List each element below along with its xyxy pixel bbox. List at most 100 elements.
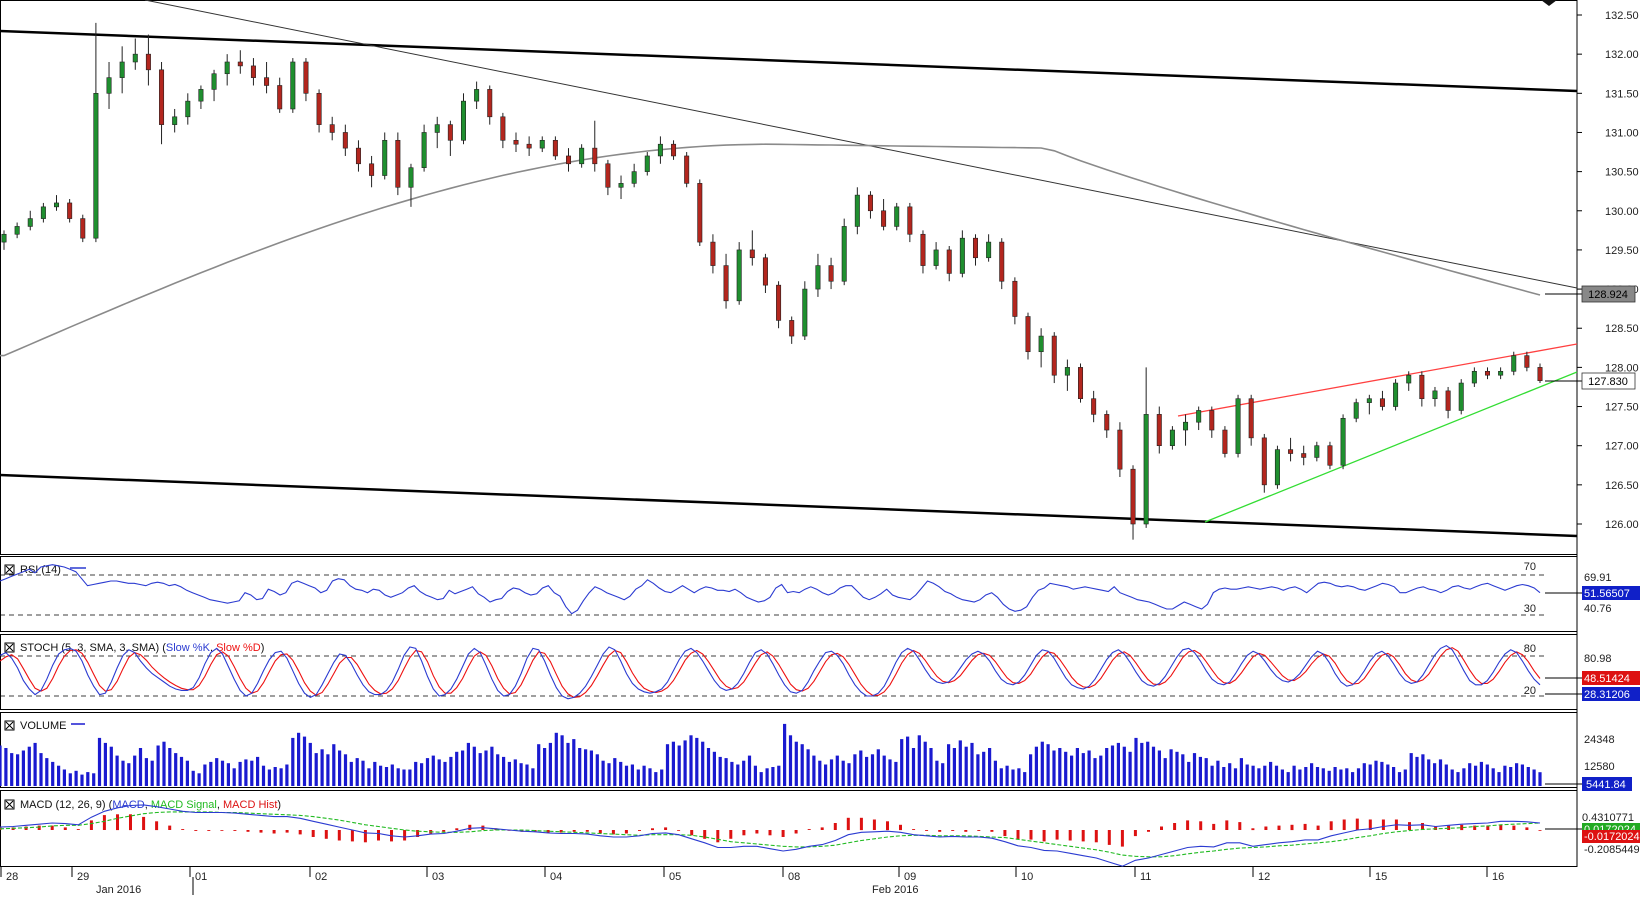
stoch-axis-top: 80.98	[1584, 653, 1612, 665]
volume-bar	[285, 764, 289, 786]
volume-bar	[103, 742, 107, 786]
volume-bar	[1292, 765, 1296, 786]
volume-bar	[314, 753, 318, 786]
macd-hist-bar	[350, 830, 354, 842]
macd-hist-bar	[181, 829, 185, 830]
macd-hist-bar	[50, 825, 54, 830]
volume-bar	[174, 753, 178, 786]
price-panel: 132.50 132.00 131.50 131.00 130.50 130.00 129.…	[0, 0, 1639, 540]
macd-hist-bar	[259, 830, 263, 833]
volume-bar	[853, 754, 857, 786]
candle	[1511, 351, 1517, 376]
volume-bar	[1474, 765, 1478, 786]
volume-bar	[1081, 753, 1085, 786]
volume-bar	[1122, 746, 1126, 786]
macd-hist-bar	[938, 830, 942, 832]
macd-hist-bar	[1160, 826, 1163, 830]
volume-bar	[1310, 763, 1314, 786]
candle	[211, 69, 217, 102]
trendlines	[0, 0, 1578, 538]
candle	[605, 159, 611, 196]
volume-bar	[543, 748, 547, 786]
volume-bar	[865, 756, 869, 786]
candle	[1393, 379, 1399, 411]
candle	[277, 77, 283, 113]
candle	[933, 242, 939, 270]
volume-bar	[332, 744, 336, 786]
price-tick-label: 131.00	[1605, 127, 1639, 139]
macd-hist-bar	[363, 830, 367, 843]
volume-bar	[1520, 764, 1524, 786]
candle	[369, 155, 375, 188]
volume-bar	[923, 741, 927, 786]
volume-bar	[1368, 764, 1372, 786]
candle	[618, 175, 624, 200]
macd-hist-bar	[872, 819, 876, 830]
candle	[1248, 394, 1254, 446]
candle	[736, 242, 742, 305]
volume-bar	[613, 758, 617, 786]
candle	[828, 257, 834, 290]
volume-bar	[92, 773, 96, 786]
volume-bar	[1374, 760, 1378, 786]
macd-hist-bar	[1368, 819, 1372, 830]
volume-bar	[1245, 764, 1249, 786]
macd-hist-bar	[886, 821, 889, 831]
volume-bar	[273, 767, 277, 786]
macd-hist-bar	[899, 824, 902, 831]
rsi-level-70-text: 70	[1524, 561, 1536, 573]
volume-bar	[870, 754, 875, 786]
macd-hist-bar	[155, 821, 159, 831]
candle	[355, 140, 361, 172]
volume-bar	[677, 745, 681, 786]
macd-hist-bar	[638, 830, 641, 831]
volume-bar	[1105, 748, 1109, 786]
volume-bar	[437, 759, 441, 786]
candle	[1209, 406, 1215, 438]
volume-bar	[466, 742, 470, 786]
volume-bar	[829, 759, 834, 786]
volume-bar	[1070, 755, 1074, 786]
volume-bar	[150, 760, 154, 786]
candle	[1445, 386, 1451, 419]
volume-bar	[1198, 756, 1202, 786]
volume-bar	[425, 758, 430, 786]
macd-hist-bar	[298, 830, 302, 835]
candle	[145, 34, 151, 86]
candle	[986, 234, 992, 262]
volume-bar	[578, 748, 582, 786]
volume-bar	[86, 772, 90, 786]
volume-bar	[1099, 755, 1103, 786]
month-label: Jan 2016	[96, 884, 141, 895]
volume-bar	[1321, 768, 1325, 786]
volume-bar	[261, 765, 266, 786]
candle	[224, 54, 230, 86]
volume-bar	[1280, 769, 1284, 786]
price-axis: 132.50 132.00 131.50 131.00 130.50 130.00 129.…	[1577, 10, 1639, 531]
candle	[1353, 398, 1359, 423]
macd-hist-bar	[572, 830, 576, 832]
volume-bar	[671, 741, 675, 786]
macd-hist-bar	[990, 830, 994, 832]
volume-bar	[736, 764, 740, 786]
volume-bar	[320, 749, 324, 786]
volume-bar	[232, 768, 236, 786]
candle	[382, 132, 388, 180]
macd-hist-bar	[1120, 830, 1124, 847]
macd-hist-bar	[846, 817, 850, 831]
scroll-marker-icon[interactable]	[1541, 0, 1557, 6]
volume-bar	[343, 754, 348, 786]
volume-bar	[1116, 742, 1120, 786]
candle	[1274, 445, 1280, 489]
macd-hist-bar	[129, 814, 132, 831]
volume-bar	[964, 746, 968, 786]
macd-hist-bar	[337, 830, 341, 841]
price-tick-label: 132.50	[1605, 10, 1639, 22]
candle	[1143, 367, 1149, 528]
price-tick-label: 128.00	[1605, 362, 1639, 374]
volume-bar	[537, 744, 541, 786]
candle	[93, 22, 99, 243]
price-tick-label: 130.00	[1605, 206, 1639, 218]
rsi-title: RSI (14)	[20, 564, 61, 576]
macd-hist-bar	[624, 830, 628, 834]
